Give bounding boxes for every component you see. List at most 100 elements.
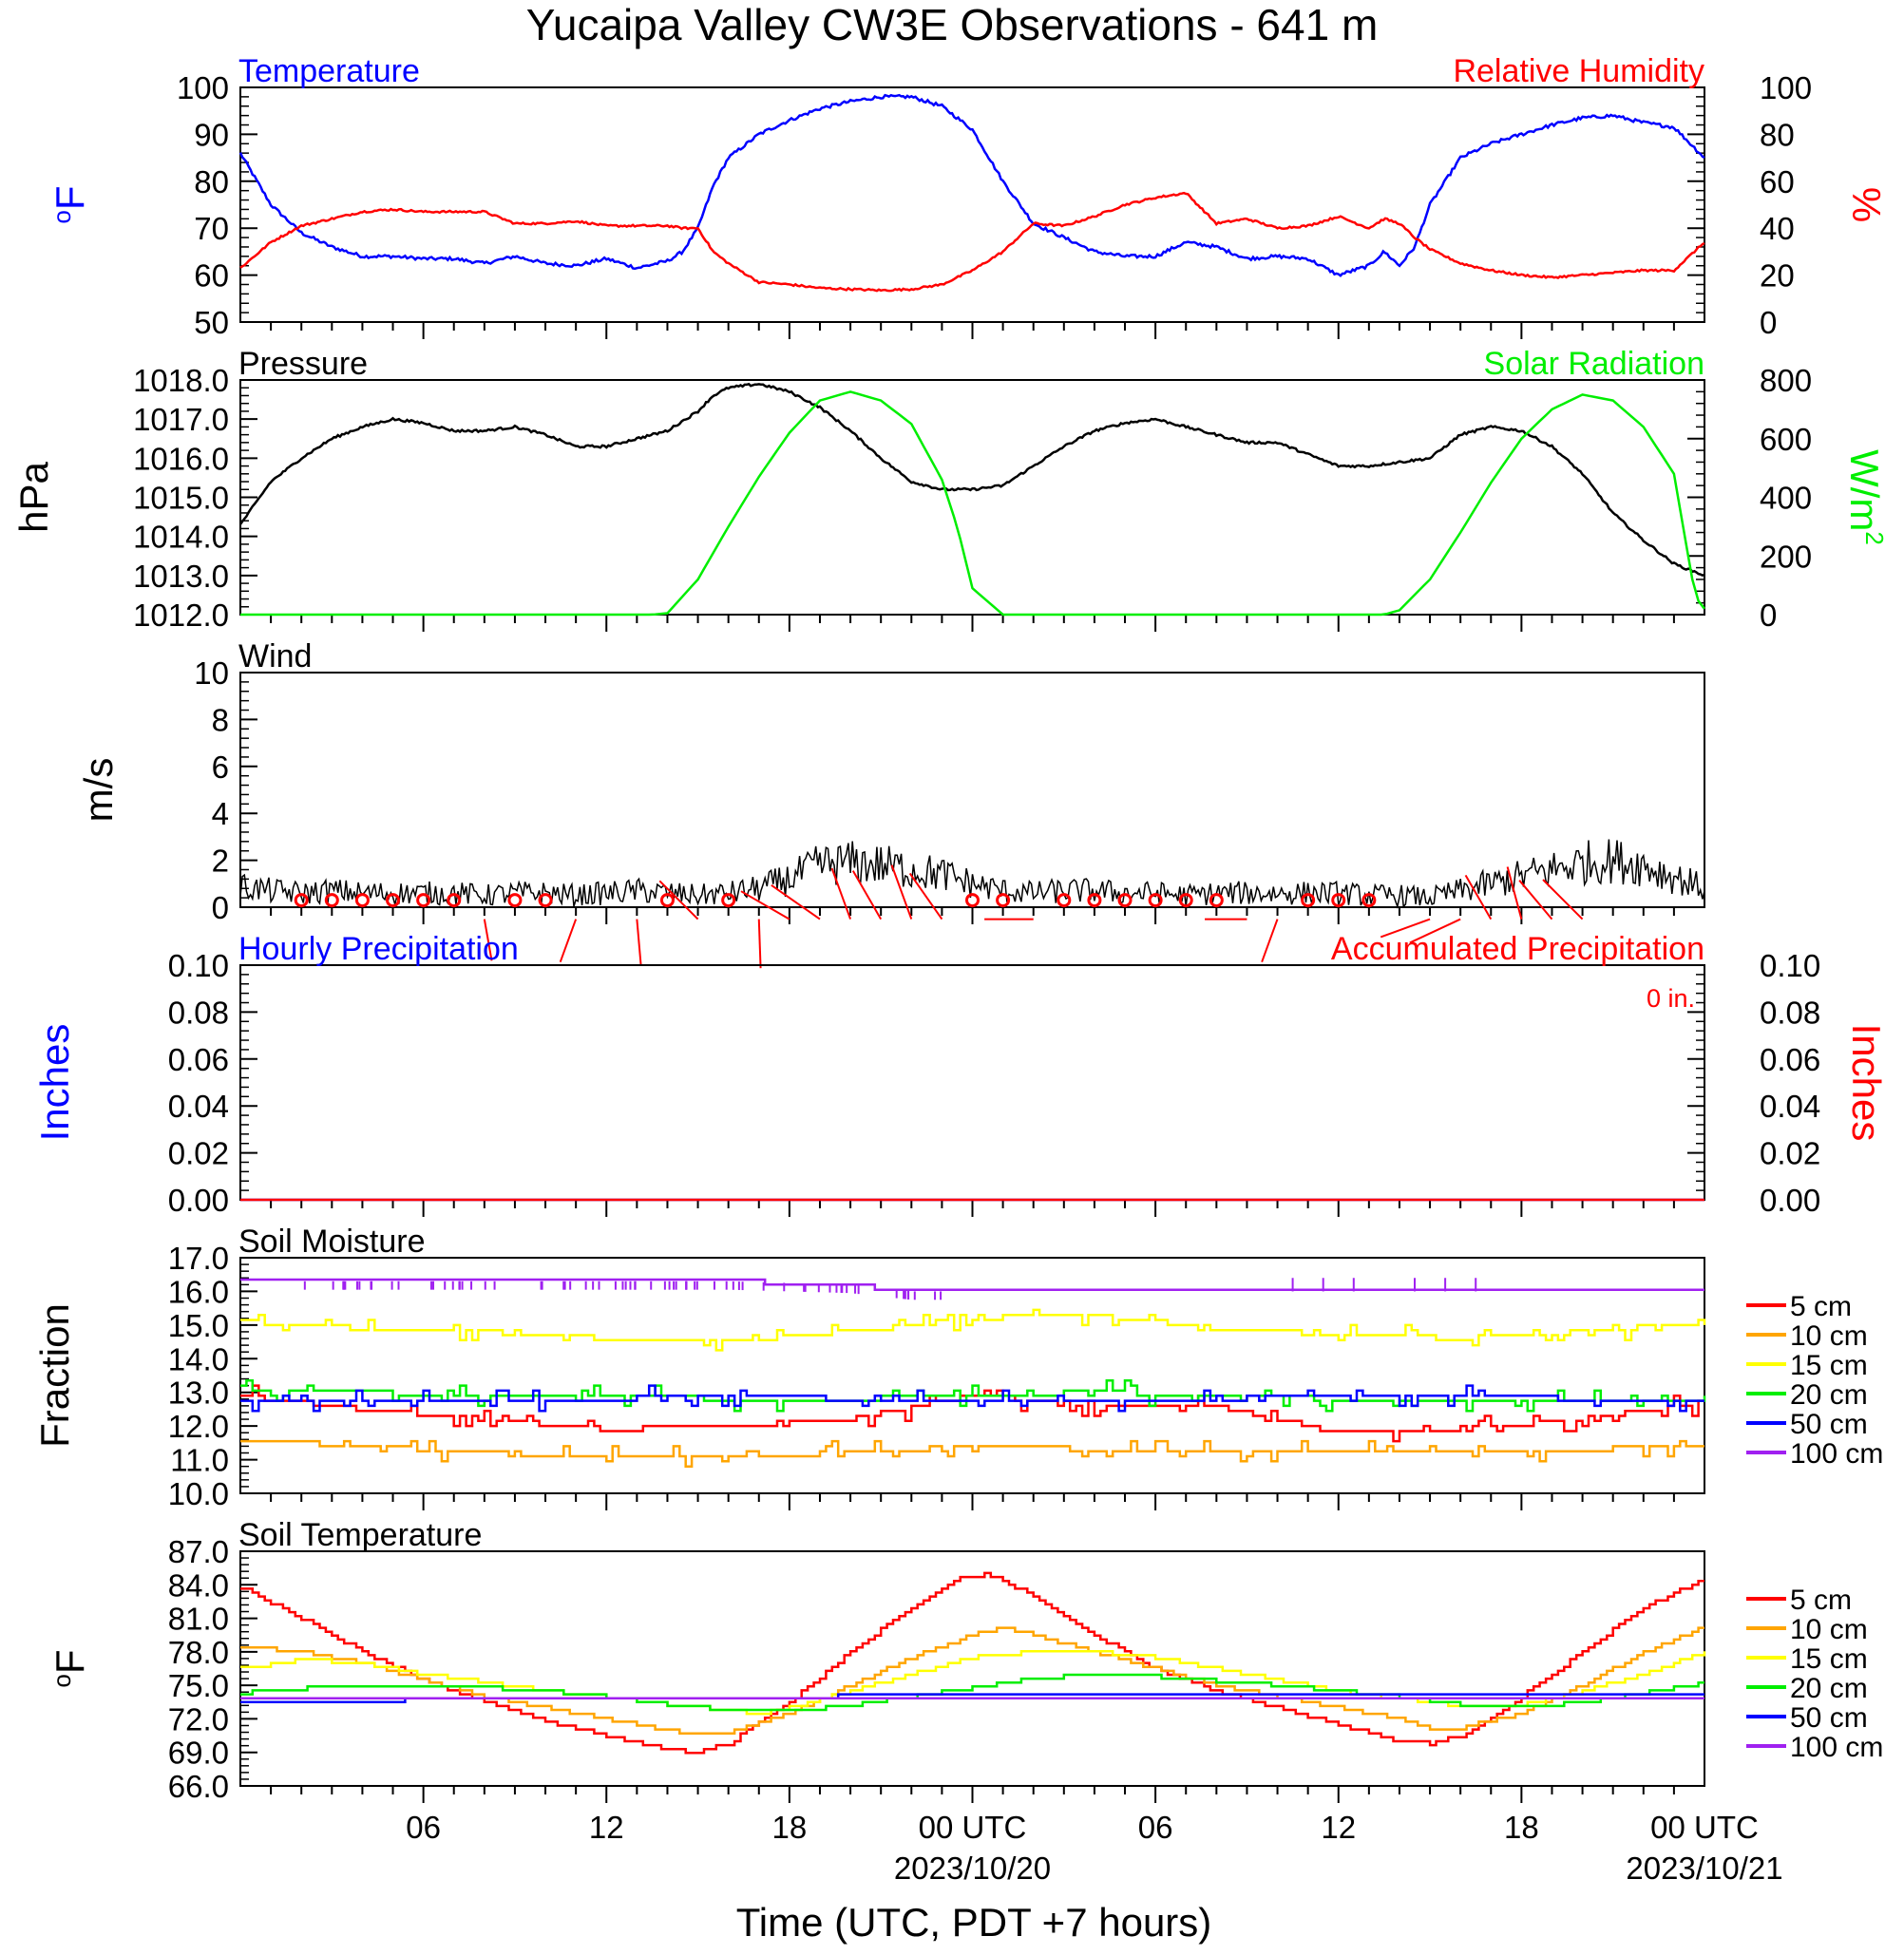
panel-precip: 0.00 0.02 0.04 0.06 0.08 0.10 0.00 0.02 0.04 0.06… bbox=[32, 931, 1889, 1218]
panel-title-left: Soil Moisture bbox=[238, 1224, 426, 1260]
x-tick-label: 00 UTC bbox=[1650, 1810, 1759, 1845]
wind-barb bbox=[851, 870, 883, 921]
wind-calm-marker bbox=[294, 893, 309, 908]
y-left-tick-label: 2 bbox=[212, 844, 229, 879]
wind-calm-marker bbox=[324, 893, 339, 908]
x-tick-date: 2023/10/20 bbox=[894, 1851, 1051, 1886]
y-right-tick-label: 40 bbox=[1760, 211, 1795, 246]
panel-temp_rh: 50 60 70 80 90 100 0 20 40 60 80 100 Temperature Rela… bbox=[48, 53, 1889, 340]
wind-barb bbox=[1542, 879, 1584, 921]
series-line-20-cm bbox=[240, 1379, 1706, 1413]
y-left-tick-label: 15.0 bbox=[168, 1308, 229, 1343]
y-right-tick-label: 800 bbox=[1760, 363, 1812, 398]
y-left-tick-label: 80 bbox=[194, 164, 229, 199]
y-right-tick-label: 0 bbox=[1760, 598, 1777, 633]
y-left-tick-label: 87.0 bbox=[168, 1534, 229, 1569]
wind-barb bbox=[1518, 880, 1553, 921]
y-left-label: Inches bbox=[32, 1024, 77, 1142]
x-tick-label: 18 bbox=[1504, 1810, 1539, 1845]
legend-label: 5 cm bbox=[1790, 1585, 1852, 1616]
y-left-tick-label: 10 bbox=[194, 655, 229, 691]
wind-calm-marker bbox=[538, 893, 553, 908]
degree-mark: o bbox=[48, 1674, 76, 1687]
y-left-tick-label: 50 bbox=[194, 305, 229, 340]
wind-calm-marker bbox=[386, 893, 401, 908]
y-left-tick-label: 0.04 bbox=[168, 1089, 229, 1124]
wind-calm-marker bbox=[447, 893, 462, 908]
series-line-temperature bbox=[238, 93, 1705, 277]
series-line-10-cm bbox=[240, 1439, 1704, 1468]
wind-calm-marker bbox=[1117, 893, 1133, 908]
panel-wind: 0 2 4 6 8 10 Wind m/s bbox=[76, 638, 1705, 969]
series-line-15-cm bbox=[240, 1308, 1706, 1352]
wind-barb bbox=[483, 919, 493, 961]
y-right-tick-label: 0.08 bbox=[1760, 995, 1820, 1030]
y-left-tick-label: 1018.0 bbox=[133, 363, 229, 398]
y-right-tick-label: 60 bbox=[1760, 164, 1795, 199]
legend-label: 20 cm bbox=[1790, 1673, 1868, 1704]
y-right-label: % bbox=[1844, 187, 1889, 222]
x-tick-label: 12 bbox=[589, 1810, 624, 1845]
y-left-tick-label: 78.0 bbox=[168, 1635, 229, 1670]
panel-frame bbox=[239, 86, 1705, 323]
wind-calm-marker bbox=[1209, 893, 1224, 908]
wind-calm-marker bbox=[416, 893, 431, 908]
legend-label: 10 cm bbox=[1790, 1320, 1868, 1352]
legend-label: 100 cm bbox=[1790, 1438, 1883, 1470]
legend-label: 15 cm bbox=[1790, 1350, 1868, 1381]
y-left-label: oF bbox=[48, 1649, 92, 1687]
y-right-tick-label: 200 bbox=[1760, 539, 1812, 574]
series-line-20-cm bbox=[240, 1673, 1704, 1712]
wind-calm-marker bbox=[1148, 893, 1163, 908]
y-left-tick-label: 8 bbox=[212, 702, 229, 737]
x-tick-label: 06 bbox=[1138, 1810, 1173, 1845]
wind-calm-marker bbox=[1301, 893, 1316, 908]
y-right-label: Inches bbox=[1844, 1024, 1889, 1142]
y-left-tick-label: 1016.0 bbox=[133, 441, 229, 476]
series-line-10-cm bbox=[240, 1626, 1704, 1735]
panel-title-right: Solar Radiation bbox=[1484, 346, 1704, 382]
panel-pressure_solar: 1012.0 1013.0 1014.0 1015.0 1016.0 1017.0 1018… bbox=[11, 346, 1889, 633]
y-left-tick-label: 12.0 bbox=[168, 1409, 229, 1444]
y-left-tick-label: 0.02 bbox=[168, 1136, 229, 1171]
y-right-tick-label: 600 bbox=[1760, 422, 1812, 457]
wind-barb bbox=[740, 890, 790, 921]
y-right-tick-label: 80 bbox=[1760, 117, 1795, 152]
y-left-tick-label: 0.10 bbox=[168, 948, 229, 983]
panel-title-left: Hourly Precipitation bbox=[238, 931, 519, 967]
legend-label: 15 cm bbox=[1790, 1643, 1868, 1675]
wind-barb bbox=[757, 919, 762, 969]
legend-label: 10 cm bbox=[1790, 1614, 1868, 1645]
panel-frame bbox=[239, 672, 1705, 908]
unit-letter: F bbox=[48, 1649, 92, 1674]
y-right-label: W/m2 bbox=[1842, 449, 1889, 545]
x-tick-label: 18 bbox=[772, 1810, 808, 1845]
series-line-5-cm bbox=[240, 1571, 1704, 1755]
wind-barb bbox=[908, 872, 943, 921]
wind-calm-marker bbox=[1087, 893, 1102, 908]
series-line-pressure bbox=[238, 382, 1705, 578]
y-left-tick-label: 84.0 bbox=[168, 1567, 229, 1603]
panel-title-left: Wind bbox=[238, 638, 312, 674]
wind-calm-marker bbox=[1057, 893, 1072, 908]
y-left-tick-label: 81.0 bbox=[168, 1602, 229, 1637]
wind-barb bbox=[890, 864, 913, 920]
legend-label: 100 cm bbox=[1790, 1732, 1883, 1763]
y-left-tick-label: 72.0 bbox=[168, 1701, 229, 1737]
x-tick-label: 00 UTC bbox=[919, 1810, 1027, 1845]
panel-frame bbox=[239, 379, 1705, 616]
y-right-tick-label: 20 bbox=[1760, 258, 1795, 294]
y-left-tick-label: 0.06 bbox=[168, 1042, 229, 1077]
wind-barb bbox=[1380, 918, 1431, 939]
wind-calm-marker bbox=[354, 893, 370, 908]
wind-calm-marker bbox=[721, 893, 736, 908]
degree-mark: o bbox=[48, 210, 76, 223]
y-left-tick-label: 14.0 bbox=[168, 1341, 229, 1376]
y-left-tick-label: 66.0 bbox=[168, 1769, 229, 1804]
y-left-tick-label: 0.08 bbox=[168, 995, 229, 1030]
panel-frame bbox=[239, 964, 1705, 1201]
y-left-label: hPa bbox=[11, 461, 56, 532]
series-line-15-cm bbox=[240, 1650, 1706, 1716]
y-left-tick-label: 16.0 bbox=[168, 1274, 229, 1309]
